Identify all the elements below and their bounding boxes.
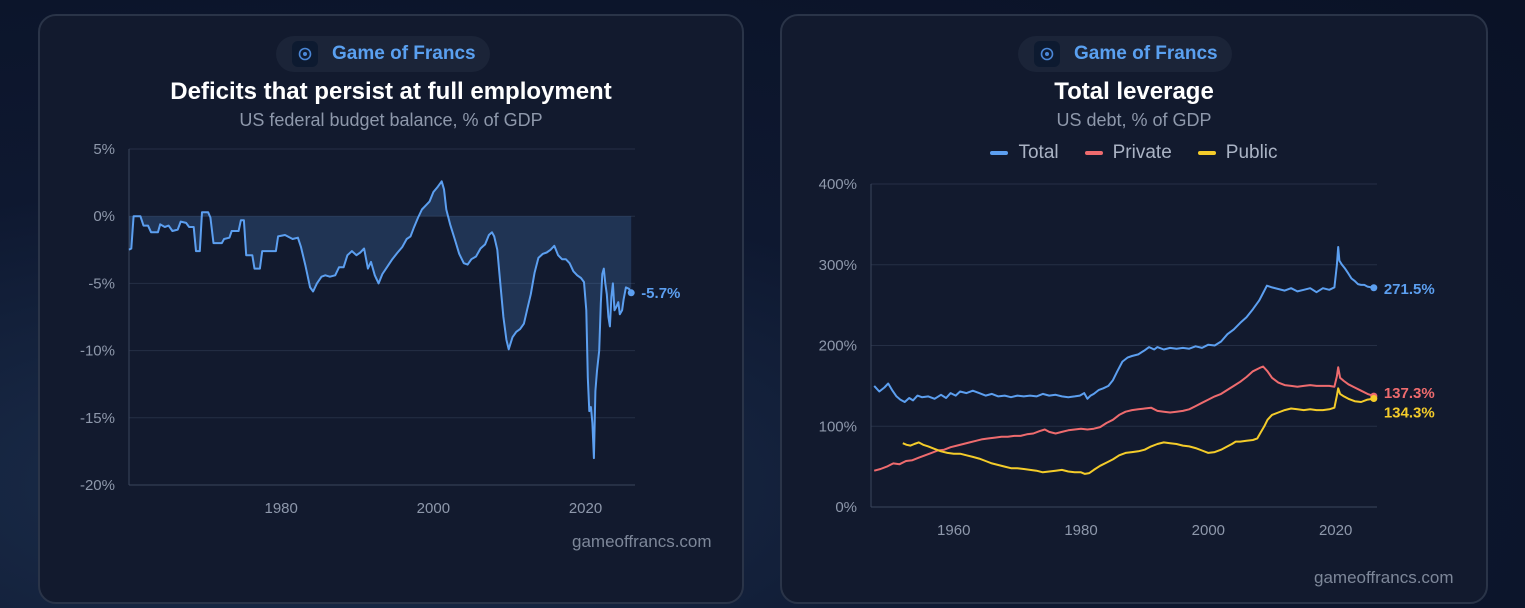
budget-balance-chart: 5% 0% -5% -10% -15% -20% 1980 2000 2020 -5.7% bbox=[80, 141, 680, 517]
brand-name: Game of Francs bbox=[1074, 43, 1218, 64]
chart-title: Total leverage bbox=[1054, 78, 1214, 105]
chart-subtitle: US federal budget balance, % of GDP bbox=[239, 110, 543, 130]
series-line-private bbox=[873, 365, 1375, 472]
legend-label-public: Public bbox=[1225, 142, 1278, 163]
y-tick-label: 0% bbox=[835, 499, 857, 516]
y-tick-label: 300% bbox=[819, 257, 857, 274]
end-point-total bbox=[1370, 284, 1378, 292]
total-leverage-card: Game of Francs Total leverage US debt, %… bbox=[780, 14, 1488, 604]
deficit-area bbox=[129, 181, 632, 459]
x-tick-label: 1980 bbox=[1064, 522, 1097, 539]
series-line-total bbox=[873, 246, 1374, 403]
y-tick-label: 0% bbox=[93, 208, 115, 225]
brand-badge[interactable]: Game of Francs bbox=[1018, 36, 1232, 72]
x-tick-label: 1980 bbox=[264, 500, 297, 517]
legend-swatch-public bbox=[1197, 151, 1216, 155]
game-of-francs-logo-icon bbox=[292, 41, 318, 67]
total-leverage-chart: 400% 300% 200% 100% 0% 1960 1980 2000 2020 271.5%… bbox=[819, 176, 1435, 539]
end-label-private: 137.3% bbox=[1384, 385, 1435, 402]
brand-name: Game of Francs bbox=[332, 43, 476, 64]
end-label-public: 134.3% bbox=[1384, 405, 1435, 422]
series-line-public bbox=[902, 387, 1374, 475]
y-tick-label: -10% bbox=[80, 343, 115, 360]
legend-item-private[interactable]: Private bbox=[1084, 142, 1172, 164]
budget-balance-card: Game of Francs Deficits that persist at … bbox=[38, 14, 744, 604]
legend-item-public[interactable]: Public bbox=[1197, 142, 1278, 164]
x-tick-label: 2000 bbox=[417, 500, 450, 517]
y-tick-label: -15% bbox=[80, 410, 115, 427]
y-tick-label: 100% bbox=[819, 418, 857, 435]
x-tick-label: 1960 bbox=[937, 522, 970, 539]
legend-item-total[interactable]: Total bbox=[990, 142, 1059, 164]
y-tick-label: 200% bbox=[819, 338, 857, 355]
y-tick-label: 5% bbox=[93, 141, 115, 158]
legend-swatch-private bbox=[1084, 151, 1103, 155]
legend-swatch-total bbox=[990, 151, 1009, 155]
brand-badge[interactable]: Game of Francs bbox=[276, 36, 490, 72]
x-tick-label: 2000 bbox=[1192, 522, 1225, 539]
chart-title: Deficits that persist at full employment bbox=[170, 78, 612, 105]
site-watermark[interactable]: gameoffrancs.com bbox=[1314, 568, 1454, 587]
end-point-balance bbox=[627, 289, 635, 297]
end-label-total: 271.5% bbox=[1384, 281, 1435, 298]
end-point-public bbox=[1370, 395, 1378, 403]
x-tick-label: 2020 bbox=[1319, 522, 1352, 539]
site-watermark[interactable]: gameoffrancs.com bbox=[572, 532, 712, 551]
y-tick-label: 400% bbox=[819, 176, 857, 193]
plot-top-band bbox=[129, 149, 635, 216]
x-tick-label: 2020 bbox=[569, 500, 602, 517]
chart-legend: Total Private Public bbox=[782, 142, 1486, 164]
y-tick-label: -20% bbox=[80, 477, 115, 494]
series-line-balance bbox=[128, 180, 633, 460]
game-of-francs-logo-icon bbox=[1034, 41, 1060, 67]
legend-label-private: Private bbox=[1112, 142, 1172, 163]
end-label-balance: -5.7% bbox=[641, 285, 680, 302]
legend-label-total: Total bbox=[1018, 142, 1059, 163]
y-tick-label: -5% bbox=[88, 275, 115, 292]
chart-subtitle: US debt, % of GDP bbox=[1056, 110, 1212, 130]
